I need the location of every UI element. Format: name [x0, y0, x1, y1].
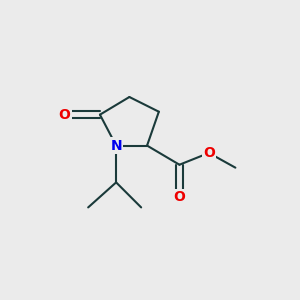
Text: N: N: [110, 139, 122, 153]
Text: O: O: [173, 190, 185, 204]
Text: O: O: [59, 108, 70, 122]
Text: O: O: [203, 146, 215, 160]
